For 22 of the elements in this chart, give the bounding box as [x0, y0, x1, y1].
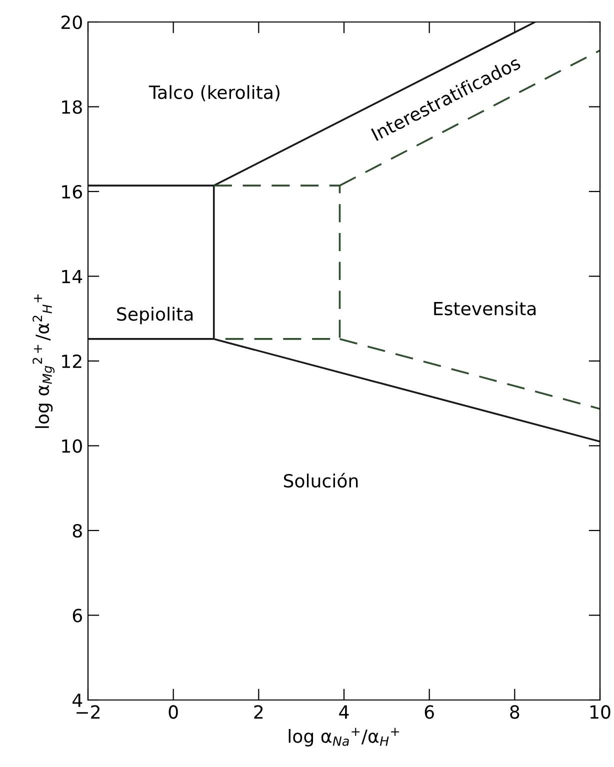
- y-tick-label: 14: [62, 270, 82, 284]
- x-tick-label: 8: [510, 705, 520, 719]
- y-tick-label: 12: [62, 354, 82, 368]
- annotation: Estevensita: [434, 301, 536, 316]
- x-tick-label: 0: [168, 705, 178, 719]
- annotation: Solución: [284, 472, 358, 488]
- x-tick-label: 4: [339, 705, 349, 719]
- y-tick-label: 18: [62, 100, 82, 114]
- x-axis-title: log α$_{Na}$$^{+}$/α$_{H}$$^{+}$: [288, 728, 399, 746]
- x-tick-label: 6: [424, 705, 434, 719]
- y-tick-label: 16: [62, 184, 82, 199]
- y-tick-label: 8: [72, 524, 82, 538]
- annotation: Talco (kerolita): [148, 85, 280, 102]
- annotation: Sepiolita: [117, 306, 193, 324]
- x-tick-label: 10: [590, 705, 610, 719]
- x-tick-label: 2: [254, 705, 263, 719]
- y-tick-label: 10: [62, 439, 82, 453]
- y-tick-label: 20: [61, 15, 82, 30]
- x-tick-label: −2: [76, 705, 100, 719]
- y-tick-label: 6: [72, 608, 82, 622]
- y-axis-title: log α$_{Mg}$$^{2+}$/α$^{2}$$_{H}$$^{+}$: [32, 294, 54, 428]
- y-tick-label: 4: [72, 694, 82, 707]
